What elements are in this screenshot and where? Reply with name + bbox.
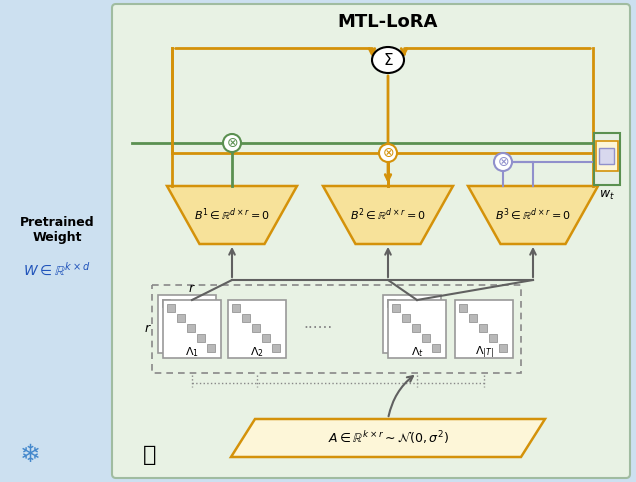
Bar xyxy=(387,299,394,307)
Bar xyxy=(172,309,179,317)
Bar xyxy=(228,300,286,358)
Ellipse shape xyxy=(372,47,404,73)
Text: $\Lambda_2$: $\Lambda_2$ xyxy=(250,345,264,359)
Bar xyxy=(417,329,424,336)
Bar xyxy=(594,133,620,185)
Text: $r$: $r$ xyxy=(144,322,152,335)
Text: Pretrained
Weight: Pretrained Weight xyxy=(20,216,94,244)
Bar xyxy=(412,324,420,332)
Text: $A \in \mathbb{R}^{k\times r}\sim\mathcal{N}(0,\sigma^2)$: $A \in \mathbb{R}^{k\times r}\sim\mathca… xyxy=(328,429,448,446)
Text: $w_t$: $w_t$ xyxy=(599,188,615,201)
Bar xyxy=(192,329,200,336)
Bar xyxy=(499,344,506,351)
Bar xyxy=(392,304,399,311)
Bar xyxy=(432,344,439,351)
Bar xyxy=(402,314,410,321)
Text: $B^2 \in \mathbb{R}^{d\times r}=0$: $B^2 \in \mathbb{R}^{d\times r}=0$ xyxy=(350,207,426,223)
Bar xyxy=(163,300,221,358)
Circle shape xyxy=(223,134,241,152)
Text: ❄: ❄ xyxy=(20,443,41,467)
Bar xyxy=(262,334,270,342)
Text: $W\in\mathbb{R}^{k\times d}$: $W\in\mathbb{R}^{k\times d}$ xyxy=(24,261,91,279)
Bar xyxy=(407,319,415,326)
Bar xyxy=(162,299,170,307)
Bar xyxy=(383,295,441,353)
Text: MTL-LoRA: MTL-LoRA xyxy=(338,13,438,31)
Bar xyxy=(242,314,249,321)
Text: $r$: $r$ xyxy=(188,281,196,295)
Text: $\otimes$: $\otimes$ xyxy=(382,146,394,160)
Bar xyxy=(182,319,190,326)
Bar xyxy=(422,334,429,342)
Bar xyxy=(158,295,216,353)
Text: $\Lambda_t$: $\Lambda_t$ xyxy=(410,345,424,359)
Circle shape xyxy=(494,153,512,171)
Circle shape xyxy=(379,144,397,162)
Bar xyxy=(202,339,209,347)
Bar xyxy=(388,300,446,358)
Text: $\Lambda_{|T|}$: $\Lambda_{|T|}$ xyxy=(474,344,494,360)
Bar xyxy=(272,344,279,351)
Text: $\Sigma$: $\Sigma$ xyxy=(383,52,393,68)
Bar xyxy=(599,148,614,164)
Bar xyxy=(459,304,466,311)
FancyBboxPatch shape xyxy=(112,4,630,478)
Text: ......: ...... xyxy=(303,317,333,332)
Bar xyxy=(596,141,618,171)
Bar xyxy=(232,304,240,311)
Bar xyxy=(0,0,114,482)
Bar xyxy=(252,324,259,332)
Bar xyxy=(177,314,184,321)
Bar xyxy=(469,314,476,321)
Polygon shape xyxy=(468,186,598,244)
Bar xyxy=(489,334,497,342)
Bar xyxy=(207,344,214,351)
Polygon shape xyxy=(167,186,297,244)
Text: $\otimes$: $\otimes$ xyxy=(226,136,238,150)
Polygon shape xyxy=(323,186,453,244)
Polygon shape xyxy=(231,419,545,457)
Text: $\Lambda_1$: $\Lambda_1$ xyxy=(185,345,199,359)
Text: $\otimes$: $\otimes$ xyxy=(497,155,509,169)
Bar xyxy=(455,300,513,358)
Bar xyxy=(197,334,205,342)
Bar xyxy=(167,304,174,311)
Bar xyxy=(427,339,434,347)
Text: $B^3 \in \mathbb{R}^{d\times r}=0$: $B^3 \in \mathbb{R}^{d\times r}=0$ xyxy=(495,207,571,223)
Bar xyxy=(479,324,487,332)
Text: 🔥: 🔥 xyxy=(143,445,156,465)
Bar xyxy=(152,285,521,373)
Bar xyxy=(397,309,404,317)
Bar xyxy=(187,324,195,332)
Text: $B^1 \in \mathbb{R}^{d\times r}=0$: $B^1 \in \mathbb{R}^{d\times r}=0$ xyxy=(194,207,270,223)
